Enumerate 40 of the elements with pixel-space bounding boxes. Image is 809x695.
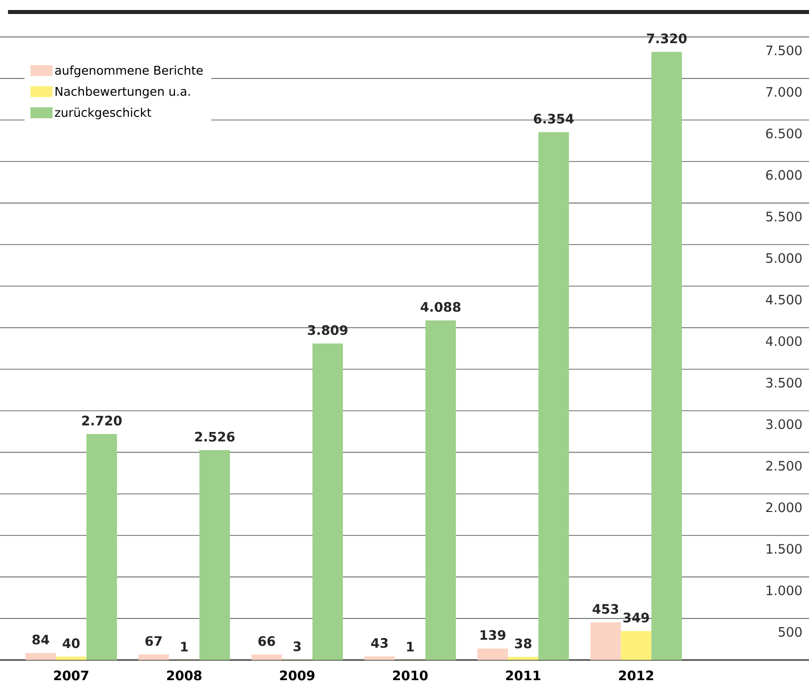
y-tick-label: 3.500: [766, 378, 802, 388]
y-tick-label: 4.500: [766, 294, 802, 305]
legend-label: Nachbewertungen u.a.: [56, 86, 190, 98]
y-tick-label: 500: [778, 626, 802, 637]
data-label: 67: [145, 636, 162, 646]
data-label: 6.354: [534, 114, 574, 124]
y-tick-label: 5.000: [766, 253, 802, 263]
data-label: 2.720: [82, 416, 122, 426]
y-tick-label: 7.500: [766, 45, 802, 56]
y-tick-label: 2.500: [766, 460, 802, 471]
data-label: 1: [181, 642, 188, 652]
data-label: 84: [32, 634, 50, 644]
x-tick-label: 2012: [619, 670, 654, 680]
y-tick-label: 7.000: [766, 86, 802, 97]
x-tick-label: 2010: [393, 670, 428, 680]
x-tick-label: 2008: [167, 670, 202, 680]
data-label: 66: [258, 636, 276, 646]
y-tick-label: 4.000: [766, 336, 802, 346]
x-tick-label: 2007: [54, 670, 88, 680]
y-tick-label: 6.000: [766, 170, 802, 180]
data-label: 453: [592, 604, 618, 614]
y-tick-label: 1.000: [766, 585, 802, 596]
data-label: 2.526: [195, 432, 235, 442]
data-label: 38: [514, 638, 532, 648]
x-tick-label: 2009: [280, 670, 314, 680]
data-label: 3: [294, 641, 301, 652]
y-tick-label: 6.500: [766, 128, 802, 138]
data-label: 4.088: [420, 302, 460, 312]
legend-label: zurückgeschickt: [54, 108, 152, 120]
y-tick-label: 1.500: [766, 544, 802, 554]
data-label: 1: [407, 642, 414, 652]
legend-label: aufgenommene Berichte: [55, 66, 203, 78]
y-tick-label: 5.500: [766, 212, 802, 222]
x-tick-label: 2011: [506, 670, 540, 680]
data-label: 3.809: [308, 325, 348, 336]
y-tick-label: 2.000: [766, 502, 802, 512]
y-tick-label: 3.000: [766, 419, 802, 430]
data-label: 40: [62, 638, 80, 648]
data-label: 43: [371, 638, 388, 648]
data-label: 139: [480, 630, 506, 640]
